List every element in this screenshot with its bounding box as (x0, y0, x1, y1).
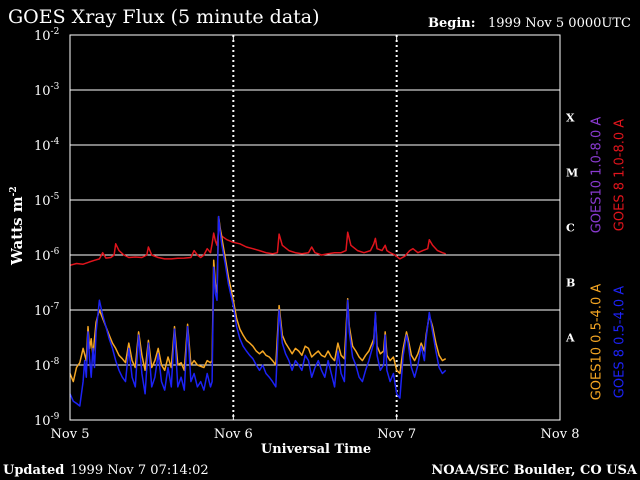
y-tick-sup: -8 (51, 357, 60, 367)
begin-label: Begin: (428, 16, 476, 31)
y-tick-base: 10 (34, 139, 51, 154)
flare-class-labels: A B C M X (565, 112, 578, 345)
y-tick-base: 10 (34, 414, 51, 429)
y-tick-label: 10-6 (34, 247, 60, 264)
credit-text: NOAA/SEC Boulder, CO USA (431, 463, 638, 478)
flare-class-label: B (566, 277, 575, 290)
legend: GOES10 1.0-8.0 A GOES 8 1.0-8.0 A GOES10 0… (590, 117, 628, 401)
y-tick-base: 10 (34, 84, 51, 99)
y-tick-sup: -2 (51, 27, 60, 37)
y-tick-labels: 10-910-810-710-610-510-410-310-2 (34, 27, 60, 429)
y-tick-sup: -5 (51, 192, 60, 202)
y-tick-base: 10 (34, 249, 51, 264)
legend-entry: GOES10 1.0-8.0 A (590, 117, 605, 234)
y-tick-sup: -7 (51, 302, 60, 312)
plot-frame (69, 34, 561, 421)
y-axis-label-sup: -2 (9, 186, 19, 196)
y-tick-label: 10-2 (34, 27, 59, 44)
y-tick-sup: -3 (51, 82, 60, 92)
y-tick-base: 10 (34, 29, 51, 44)
y-tick-label: 10-9 (34, 412, 60, 429)
x-tick-labels: Nov 5 Nov 6 Nov 7 Nov 8 (51, 427, 580, 442)
y-axis-label-text: Watts m (8, 196, 26, 266)
legend-entry: GOES10 0.5-4.0 A (590, 284, 605, 401)
x-tick-label: Nov 5 (51, 427, 90, 442)
x-tick-label: Nov 6 (214, 427, 253, 442)
y-tick-sup: -6 (51, 247, 60, 257)
updated-label: Updated (3, 463, 64, 478)
y-tick-sup: -9 (51, 412, 60, 422)
series-line (69, 228, 446, 267)
series-line (69, 215, 447, 407)
y-tick-label: 10-7 (34, 302, 60, 319)
updated-value: 1999 Nov 7 07:14:02 (70, 463, 209, 478)
y-tick-label: 10-3 (34, 82, 60, 99)
flare-class-label: C (566, 222, 575, 235)
begin-value: 1999 Nov 5 0000UTC (488, 16, 631, 31)
legend-entry: GOES 8 1.0-8.0 A (613, 119, 628, 231)
flare-class-label: X (566, 112, 575, 125)
y-tick-label: 10-4 (34, 137, 60, 154)
chart-title: GOES Xray Flux (5 minute data) (8, 6, 320, 28)
flare-class-label: A (565, 332, 575, 345)
flare-class-label: M (566, 167, 578, 180)
y-axis-label: Watts m-2 (8, 186, 26, 266)
data-series (69, 215, 447, 407)
legend-entry: GOES 8 0.5-4.0 A (613, 286, 628, 398)
y-tick-label: 10-5 (34, 192, 60, 209)
y-tick-label: 10-8 (34, 357, 60, 374)
x-tick-label: Nov 8 (541, 427, 580, 442)
y-tick-sup: -4 (51, 137, 60, 147)
x-axis-label: Universal Time (261, 442, 371, 457)
y-tick-base: 10 (34, 304, 51, 319)
x-tick-label: Nov 7 (377, 427, 416, 442)
y-tick-base: 10 (34, 359, 51, 374)
y-tick-base: 10 (34, 194, 51, 209)
